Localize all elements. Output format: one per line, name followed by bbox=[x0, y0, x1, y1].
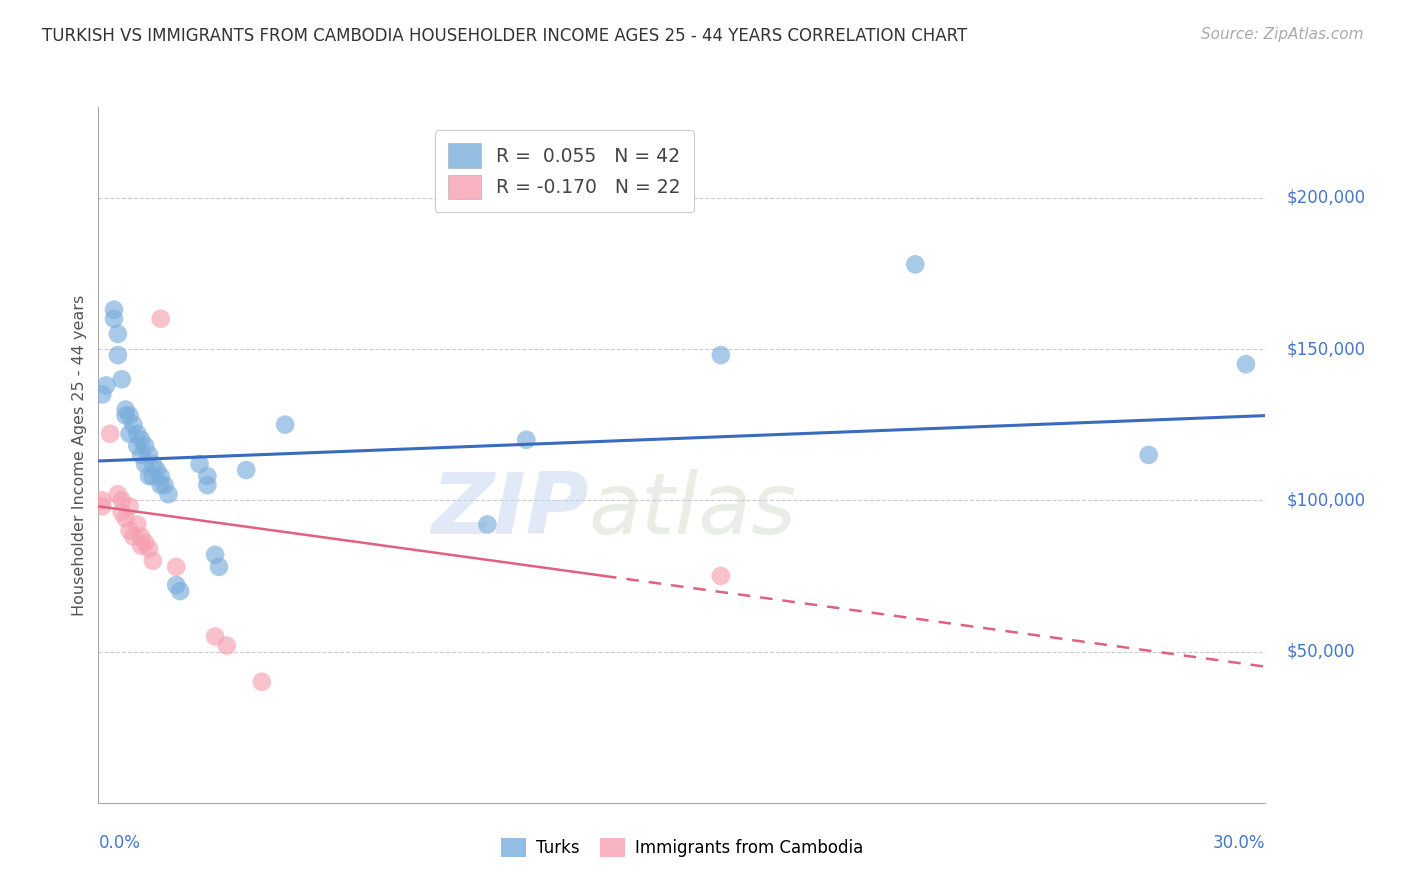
Point bbox=[146, 463, 169, 477]
Point bbox=[149, 469, 172, 483]
Point bbox=[204, 548, 226, 562]
Point bbox=[134, 439, 156, 453]
Point bbox=[165, 578, 187, 592]
Point bbox=[134, 457, 156, 471]
Point bbox=[129, 433, 152, 447]
Y-axis label: Householder Income Ages 25 - 44 years: Householder Income Ages 25 - 44 years bbox=[72, 294, 87, 615]
Point bbox=[208, 559, 231, 574]
Point bbox=[1234, 357, 1257, 371]
Point bbox=[215, 639, 238, 653]
Point bbox=[118, 524, 141, 538]
Point bbox=[122, 530, 145, 544]
Point bbox=[107, 326, 129, 341]
Point bbox=[195, 469, 218, 483]
Point bbox=[91, 500, 114, 514]
Text: ZIP: ZIP bbox=[430, 469, 589, 552]
Text: atlas: atlas bbox=[589, 469, 797, 552]
Point bbox=[103, 302, 125, 317]
Point bbox=[142, 554, 165, 568]
Point bbox=[142, 457, 165, 471]
Point bbox=[235, 463, 257, 477]
Point bbox=[169, 584, 191, 599]
Text: $150,000: $150,000 bbox=[1286, 340, 1365, 358]
Point bbox=[122, 417, 145, 432]
Point bbox=[111, 372, 134, 386]
Point bbox=[250, 674, 273, 689]
Point bbox=[1137, 448, 1160, 462]
Point bbox=[107, 348, 129, 362]
Point bbox=[111, 505, 134, 519]
Point bbox=[129, 539, 152, 553]
Point bbox=[274, 417, 297, 432]
Point bbox=[138, 448, 160, 462]
Point bbox=[195, 478, 218, 492]
Point bbox=[127, 426, 149, 441]
Point bbox=[129, 530, 152, 544]
Point bbox=[111, 493, 134, 508]
Point bbox=[165, 559, 187, 574]
Point bbox=[138, 541, 160, 556]
Point bbox=[114, 402, 136, 417]
Point bbox=[142, 469, 165, 483]
Point bbox=[114, 511, 136, 525]
Point bbox=[118, 426, 141, 441]
Text: $100,000: $100,000 bbox=[1286, 491, 1365, 509]
Point bbox=[477, 517, 499, 532]
Text: 0.0%: 0.0% bbox=[98, 834, 141, 852]
Point bbox=[134, 535, 156, 549]
Point bbox=[153, 478, 176, 492]
Point bbox=[904, 257, 927, 271]
Point bbox=[114, 409, 136, 423]
Point bbox=[118, 409, 141, 423]
Point bbox=[204, 629, 226, 643]
Point bbox=[515, 433, 537, 447]
Point bbox=[127, 439, 149, 453]
Point bbox=[149, 311, 172, 326]
Text: 30.0%: 30.0% bbox=[1213, 834, 1265, 852]
Point bbox=[118, 500, 141, 514]
Point bbox=[98, 426, 121, 441]
Point bbox=[188, 457, 211, 471]
Point bbox=[710, 569, 733, 583]
Point bbox=[149, 478, 172, 492]
Point bbox=[710, 348, 733, 362]
Point bbox=[103, 311, 125, 326]
Point bbox=[127, 517, 149, 532]
Point bbox=[129, 448, 152, 462]
Point bbox=[138, 469, 160, 483]
Point bbox=[157, 487, 180, 501]
Text: $200,000: $200,000 bbox=[1286, 189, 1365, 207]
Legend: Turks, Immigrants from Cambodia: Turks, Immigrants from Cambodia bbox=[495, 831, 869, 864]
Text: Source: ZipAtlas.com: Source: ZipAtlas.com bbox=[1201, 27, 1364, 42]
Text: TURKISH VS IMMIGRANTS FROM CAMBODIA HOUSEHOLDER INCOME AGES 25 - 44 YEARS CORREL: TURKISH VS IMMIGRANTS FROM CAMBODIA HOUS… bbox=[42, 27, 967, 45]
Point bbox=[96, 378, 118, 392]
Text: $50,000: $50,000 bbox=[1286, 642, 1355, 661]
Point bbox=[107, 487, 129, 501]
Point bbox=[91, 387, 114, 401]
Point bbox=[91, 493, 114, 508]
